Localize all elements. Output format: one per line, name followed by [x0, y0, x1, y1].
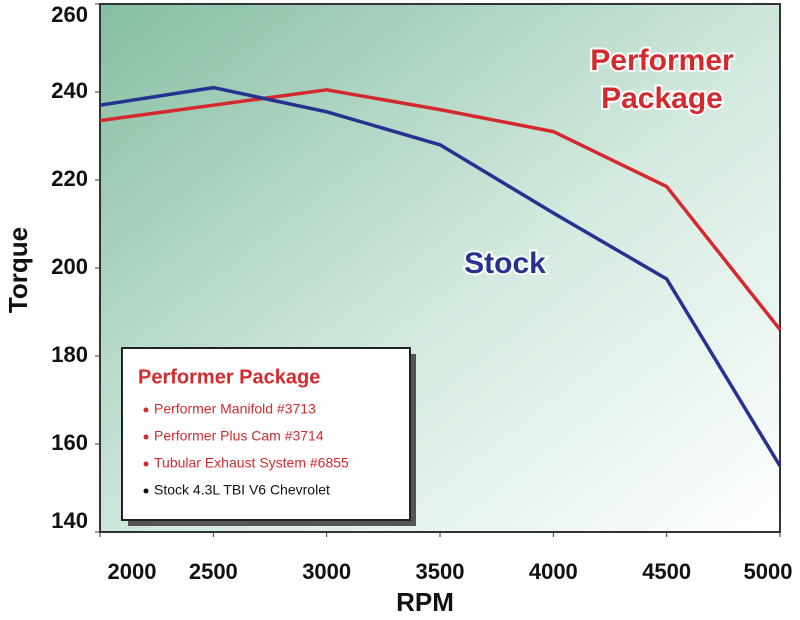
y-tick-label: 180	[51, 342, 88, 367]
inset-bullet	[143, 407, 149, 413]
series-layer	[99, 85, 782, 467]
inset-box: Performer Package Performer Manifold #37…	[121, 347, 416, 526]
y-tick-label: 260	[51, 2, 88, 27]
x-tick-label: 3000	[302, 559, 351, 584]
inset-item: Tubular Exhaust System #6855	[154, 455, 349, 471]
y-tick-label: 160	[51, 430, 88, 455]
inset-title: Performer Package	[138, 366, 320, 388]
y-tick-label: 140	[51, 508, 88, 533]
y-axis-title: Torque	[3, 227, 33, 313]
series-annotation: Stock	[464, 247, 546, 280]
inset-bullet	[143, 434, 149, 440]
inset-bullet	[143, 461, 149, 467]
series-annotation: Performer	[590, 44, 734, 77]
inset-item: Performer Plus Cam #3714	[154, 428, 324, 444]
inset-item: Stock 4.3L TBI V6 Chevrolet	[154, 482, 330, 498]
x-axis-title: RPM	[396, 587, 454, 617]
inset-item: Performer Manifold #3713	[154, 401, 316, 417]
y-tick-label: 240	[51, 78, 88, 103]
x-tick-label: 2000	[108, 559, 157, 584]
y-tick-label: 220	[51, 166, 88, 191]
series-annotation: Package	[601, 82, 723, 115]
x-tick-label: 5000	[744, 559, 793, 584]
inset-bullet	[143, 488, 149, 494]
x-tick-label: 2500	[189, 559, 238, 584]
series-line	[99, 88, 782, 331]
x-tick-label: 4000	[529, 559, 578, 584]
x-tick-label: 3500	[416, 559, 465, 584]
series-line	[99, 85, 782, 467]
inset-panel	[121, 347, 411, 521]
y-tick-label: 200	[51, 254, 88, 279]
x-tick-label: 4500	[642, 559, 691, 584]
